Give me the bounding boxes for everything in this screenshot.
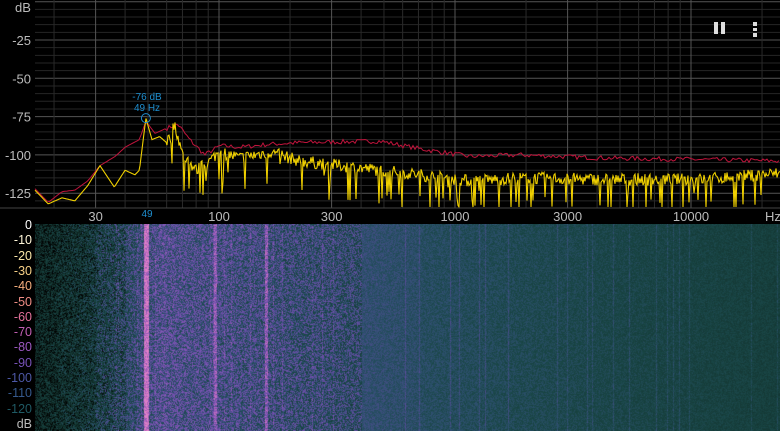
- more-dot: [753, 33, 757, 37]
- y-tick-label: -75: [12, 110, 31, 125]
- spectrogram-scale-label: -20: [13, 248, 32, 263]
- x-tick-label: 300: [321, 209, 343, 224]
- x-tick-label: 1000: [441, 209, 470, 224]
- spectrogram-scale-label: -120: [6, 401, 32, 416]
- spectrogram-scale-label: -100: [6, 371, 32, 385]
- spectrogram-scale-label: -60: [13, 309, 32, 324]
- x-tick-label: 3000: [553, 209, 582, 224]
- y-tick-label: -125: [5, 186, 31, 201]
- spectrogram-scale-label: -70: [13, 325, 32, 340]
- more-vertical-icon: [753, 22, 757, 26]
- spectrogram-scale-label: -50: [13, 294, 32, 309]
- x-tick-label: 30: [88, 209, 102, 224]
- peak-db-label: -76 dB: [132, 92, 162, 103]
- x-tick-label: 100: [208, 209, 230, 224]
- more-dot: [753, 27, 757, 31]
- x-axis-unit: Hz: [765, 209, 780, 224]
- spectrogram-scale-label: dB: [16, 416, 32, 431]
- pause-icon-bar: [721, 22, 725, 34]
- spectrogram-scale-label: -80: [13, 340, 32, 355]
- spectrogram-scale-label: 0: [25, 218, 32, 232]
- peak-axis-label: 49: [141, 209, 153, 220]
- y-axis-unit: dB: [15, 0, 31, 15]
- x-tick-label: 10000: [673, 209, 709, 224]
- peak-hz-label: 49 Hz: [133, 103, 161, 114]
- current-spectrum-trace: [34, 118, 780, 209]
- y-tick-label: -50: [12, 71, 31, 86]
- peak-marker: [140, 113, 151, 124]
- spectrogram-scale-label: -40: [13, 279, 32, 294]
- y-tick-label: -25: [12, 33, 31, 48]
- pause-icon: [714, 22, 718, 34]
- spectrogram-scale-label: -90: [13, 355, 32, 370]
- spectrogram-scale-label: -110: [7, 386, 32, 401]
- spectrum-chart: 30 100 300 1000 3000 10000 -25 -50 -75 -100 -125: [0, 0, 780, 224]
- spectrogram: [35, 224, 780, 431]
- pause-button[interactable]: [713, 21, 727, 35]
- more-options-button[interactable]: [749, 20, 761, 38]
- y-tick-label: -100: [5, 148, 31, 163]
- spectrogram-scale-label: -10: [13, 233, 32, 248]
- peak-hold-trace: [34, 122, 780, 203]
- spectrogram-scale-label: -30: [13, 263, 32, 278]
